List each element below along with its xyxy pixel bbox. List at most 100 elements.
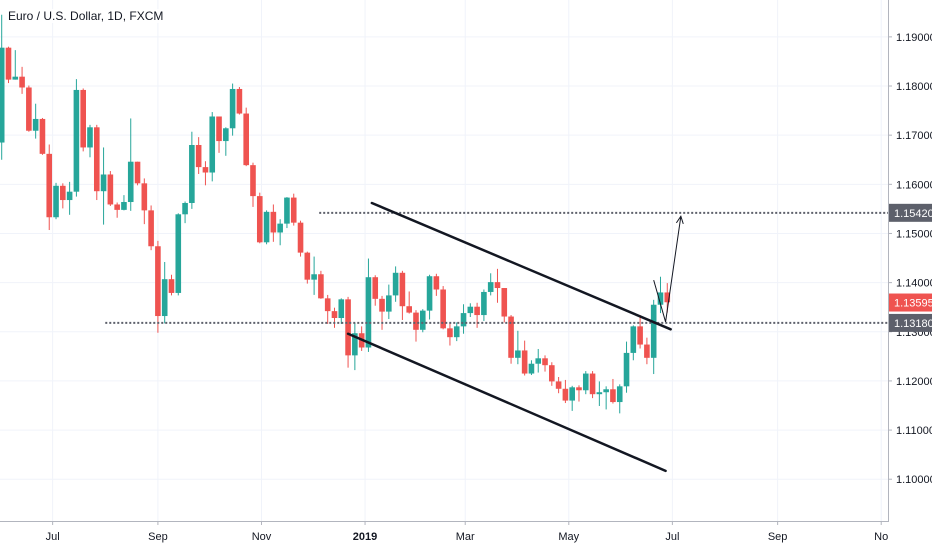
candle-body [433, 276, 440, 290]
drawings-layer [346, 201, 684, 473]
candle-body [304, 252, 311, 280]
candle-body [324, 298, 331, 312]
candle [229, 83, 236, 136]
candle-body [419, 310, 426, 330]
candle-body [93, 127, 100, 192]
candle-body [121, 202, 127, 210]
price-badge-label: 1.15420 [894, 208, 932, 220]
candles-layer [0, 14, 671, 414]
candle-body [66, 191, 73, 201]
candle-body [610, 389, 616, 403]
candle-body [657, 292, 664, 305]
chart-title: Euro / U.S. Dollar, 1D, FXCM [6, 9, 166, 23]
candle-body [650, 304, 657, 358]
candle-body [467, 306, 474, 314]
projection-path [653, 216, 682, 323]
candle [182, 201, 188, 224]
candle [386, 284, 392, 319]
candle [345, 296, 351, 368]
candle [87, 124, 93, 158]
candle [5, 46, 12, 84]
candle [290, 193, 297, 226]
candle [161, 261, 168, 324]
candle-body [270, 211, 277, 233]
candle [93, 124, 100, 201]
candle-body [236, 88, 243, 114]
candle-body [582, 373, 589, 391]
candle-body [134, 161, 141, 184]
candle-body [515, 350, 521, 358]
candle [637, 315, 643, 349]
plot-background [0, 0, 888, 521]
candle [107, 171, 114, 206]
candle-body [481, 291, 487, 316]
candle [419, 309, 426, 333]
candle [263, 210, 270, 245]
candle [549, 362, 555, 386]
candle-body [644, 344, 650, 358]
time-tick-label: Jul [665, 531, 679, 543]
time-tick-label: Nov [252, 531, 272, 543]
time-axis[interactable]: Jul Sep Nov 2019 Mar May Jul Sep No [0, 521, 932, 550]
candle [392, 266, 399, 302]
axis-corner [889, 522, 932, 550]
candle [148, 205, 154, 251]
candle-body [168, 279, 175, 293]
price-tick-label: 1.19000 [896, 32, 932, 44]
candle-body [508, 316, 514, 358]
candle [331, 307, 338, 328]
candle [100, 147, 107, 225]
candle-body [0, 47, 5, 143]
candle [467, 303, 474, 318]
candle-body [616, 386, 623, 403]
candle [297, 220, 304, 257]
candle-body [19, 76, 25, 88]
candle-body [60, 185, 66, 201]
candle [304, 251, 311, 284]
candle-body [474, 306, 480, 316]
candle [474, 302, 480, 328]
candle [114, 202, 120, 218]
time-tick-label: Sep [768, 531, 788, 543]
time-tick-label: No [874, 531, 888, 543]
candle [481, 289, 487, 321]
price-badge-label: 1.13180 [894, 318, 932, 330]
candle-body [175, 214, 182, 293]
time-tick-label: Sep [148, 531, 168, 543]
candle [338, 298, 345, 324]
candle-body [406, 306, 412, 313]
candle-body [250, 165, 256, 197]
candle-body [256, 196, 263, 243]
candle-body [195, 144, 202, 168]
candle-body [263, 211, 270, 243]
price-tick-label: 1.15000 [896, 228, 932, 240]
candle-body [39, 118, 46, 154]
candle-body [630, 326, 637, 353]
candle-body [440, 289, 446, 329]
candle-body [460, 313, 467, 327]
candle [277, 219, 283, 246]
candle [80, 88, 86, 152]
candle [0, 14, 5, 160]
candle-body [182, 202, 188, 215]
candle [134, 161, 141, 186]
level-badge-lower: 1.13180 [889, 313, 932, 332]
candle [66, 181, 73, 215]
candle-body [352, 333, 358, 356]
candle-body [447, 328, 453, 338]
candle-body [576, 387, 582, 391]
time-axis-bg [0, 521, 888, 550]
candle [562, 379, 569, 404]
candle-body [365, 277, 372, 348]
candle-body [53, 185, 59, 218]
candle [644, 337, 650, 365]
level-badge-upper: 1.15420 [889, 203, 932, 222]
candle [256, 192, 263, 244]
candle [379, 295, 385, 330]
candle-body [555, 381, 562, 389]
candle [236, 86, 243, 115]
candle-body [562, 388, 569, 401]
candle-body [637, 326, 643, 345]
price-axis[interactable]: 1.19000 1.18000 1.17000 1.16000 1.15000 1.140… [888, 0, 932, 550]
